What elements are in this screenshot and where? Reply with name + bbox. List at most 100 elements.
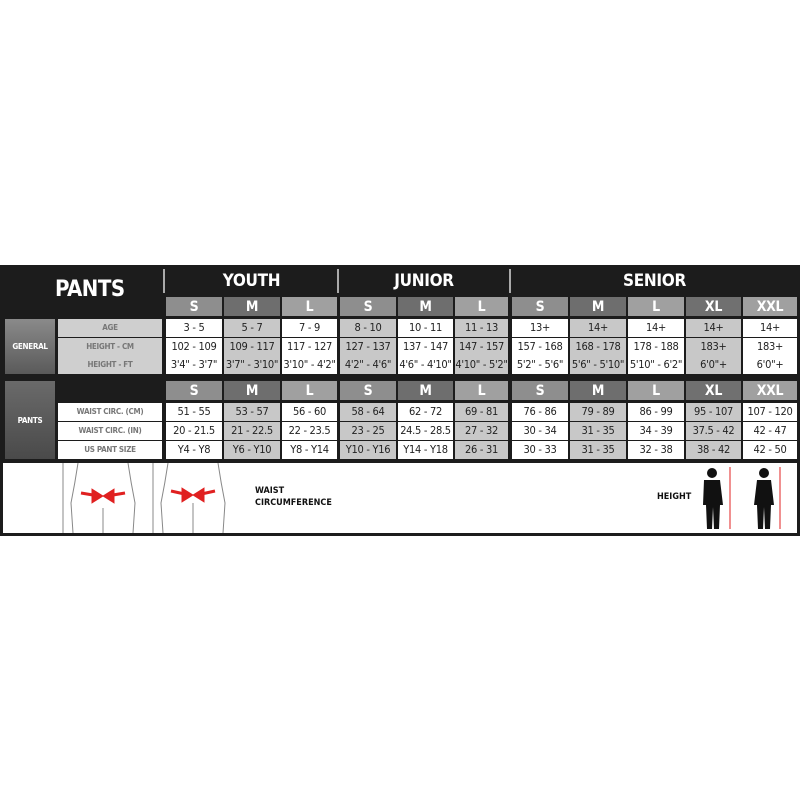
size-header-l: L	[628, 381, 684, 400]
size-header-m: M	[224, 297, 280, 316]
group-header-junior: JUNIOR	[394, 271, 454, 291]
row-label: HEIGHT - CM	[58, 338, 162, 356]
size-header-m: M	[570, 381, 626, 400]
table-cell: 22 - 23.5	[282, 422, 337, 440]
measurement-illustration: WAIST CIRCUMFERENCE HEIGHT	[3, 462, 797, 534]
height-label: HEIGHT	[657, 492, 692, 502]
table-cell: 32 - 38	[628, 441, 684, 459]
table-cell: 13+	[512, 319, 568, 337]
table-cell: 14+	[570, 319, 626, 337]
row-label: US PANT SIZE	[58, 441, 162, 459]
table-cell: 24.5 - 28.5	[398, 422, 453, 440]
table-cell: 4'2" - 4'6"	[340, 356, 396, 374]
table-cell: 42 - 47	[743, 422, 797, 440]
size-header-s: S	[166, 381, 222, 400]
table-cell: 27 - 32	[455, 422, 508, 440]
size-header-l: L	[455, 381, 508, 400]
table-cell: 3'7" - 3'10"	[224, 356, 280, 374]
divider	[337, 269, 339, 293]
table-cell: 30 - 34	[512, 422, 568, 440]
table-cell: Y10 - Y16	[340, 441, 396, 459]
size-header-l: L	[455, 297, 508, 316]
size-header-xl: XL	[686, 297, 741, 316]
table-cell: 178 - 188	[628, 338, 684, 356]
size-header-s: S	[166, 297, 222, 316]
section-label-general: GENERAL	[5, 319, 55, 374]
table-cell: 31 - 35	[570, 441, 626, 459]
size-header-xxl: XXL	[743, 381, 797, 400]
table-cell: 34 - 39	[628, 422, 684, 440]
row-label: HEIGHT - FT	[58, 356, 162, 374]
table-cell: 6'0"+	[743, 356, 797, 374]
size-header-s: S	[512, 381, 568, 400]
row-label: WAIST CIRC. (IN)	[58, 422, 162, 440]
row-label: AGE	[58, 319, 162, 337]
size-header-l: L	[282, 381, 337, 400]
table-cell: 127 - 137	[340, 338, 396, 356]
table-cell: 168 - 178	[570, 338, 626, 356]
size-header-l: L	[628, 297, 684, 316]
table-cell: 107 - 120	[743, 403, 797, 421]
table-cell: Y6 - Y10	[224, 441, 280, 459]
size-header-m: M	[570, 297, 626, 316]
waist-label-line2: CIRCUMFERENCE	[255, 498, 332, 508]
section-label-pants: PANTS	[5, 381, 55, 459]
size-header-s: S	[340, 381, 396, 400]
table-cell: 58 - 64	[340, 403, 396, 421]
table-cell: 183+	[686, 338, 741, 356]
size-header-xl: XL	[686, 381, 741, 400]
row-label: WAIST CIRC. (CM)	[58, 403, 162, 421]
table-cell: 7 - 9	[282, 319, 337, 337]
size-header-m: M	[398, 381, 453, 400]
size-header-l: L	[282, 297, 337, 316]
table-cell: 5 - 7	[224, 319, 280, 337]
size-header-xxl: XXL	[743, 297, 797, 316]
group-header-senior: SENIOR	[623, 271, 686, 291]
table-cell: 6'0"+	[686, 356, 741, 374]
table-cell: 3'10" - 4'2"	[282, 356, 337, 374]
table-cell: 79 - 89	[570, 403, 626, 421]
table-cell: 95 - 107	[686, 403, 741, 421]
size-header-m: M	[398, 297, 453, 316]
table-cell: 26 - 31	[455, 441, 508, 459]
table-cell: 4'6" - 4'10"	[398, 356, 453, 374]
table-cell: 137 - 147	[398, 338, 453, 356]
waist-label-line1: WAIST	[255, 486, 285, 496]
chart-title: PANTS	[55, 277, 125, 302]
table-cell: 76 - 86	[512, 403, 568, 421]
table-cell: 51 - 55	[166, 403, 222, 421]
table-cell: 8 - 10	[340, 319, 396, 337]
table-cell: 5'2" - 5'6"	[512, 356, 568, 374]
group-header-youth: YOUTH	[222, 271, 281, 291]
size-chart: PANTS WAIST CIRCUMFERENCE HEIGHT	[0, 265, 800, 536]
table-cell: 62 - 72	[398, 403, 453, 421]
divider	[163, 269, 165, 293]
table-cell: 183+	[743, 338, 797, 356]
table-cell: 3 - 5	[166, 319, 222, 337]
table-cell: 42 - 50	[743, 441, 797, 459]
table-cell: 14+	[743, 319, 797, 337]
table-cell: 23 - 25	[340, 422, 396, 440]
table-cell: 86 - 99	[628, 403, 684, 421]
table-cell: Y8 - Y14	[282, 441, 337, 459]
table-cell: 147 - 157	[455, 338, 508, 356]
size-header-m: M	[224, 381, 280, 400]
table-cell: 56 - 60	[282, 403, 337, 421]
table-cell: 109 - 117	[224, 338, 280, 356]
table-cell: 14+	[686, 319, 741, 337]
table-cell: Y14 - Y18	[398, 441, 453, 459]
table-cell: 3'4" - 3'7"	[166, 356, 222, 374]
table-cell: 14+	[628, 319, 684, 337]
divider	[509, 269, 511, 293]
size-header-s: S	[512, 297, 568, 316]
table-cell: 4'10" - 5'2"	[455, 356, 508, 374]
waist-circumference-label: WAIST CIRCUMFERENCE	[255, 485, 332, 509]
table-cell: 117 - 127	[282, 338, 337, 356]
body-figures-icon	[62, 462, 781, 534]
table-cell: 69 - 81	[455, 403, 508, 421]
table-cell: 30 - 33	[512, 441, 568, 459]
table-cell: 20 - 21.5	[166, 422, 222, 440]
table-cell: 5'10" - 6'2"	[628, 356, 684, 374]
table-cell: 21 - 22.5	[224, 422, 280, 440]
table-cell: 31 - 35	[570, 422, 626, 440]
